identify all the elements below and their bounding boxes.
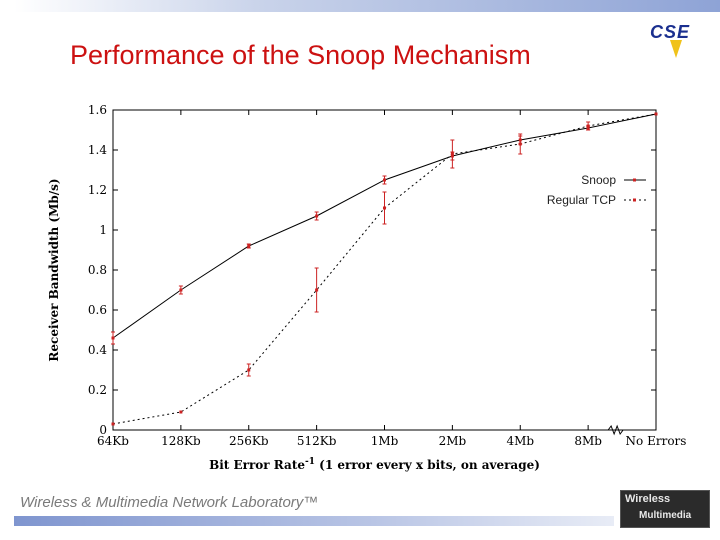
footer-lab-name: Wireless & Multimedia Network Laboratory… (20, 494, 319, 511)
legend-marker (633, 198, 636, 202)
chart: 0 0.2 0.4 0.6 0.8 1 1.2 1.4 1.6 64Kb 128Kb 256Kb 512… (47, 103, 687, 472)
data-point (383, 206, 386, 210)
series-line-regular-tcp (112, 113, 657, 425)
data-point (450, 152, 454, 156)
cse-logo-text: CSE (650, 22, 691, 42)
slide-title: Performance of the Snoop Mechanism (70, 40, 531, 70)
x-tick-label: 4Mb (506, 434, 534, 448)
x-axis-label: Bit Error Rate-1 (1 error every x bits, … (209, 457, 540, 472)
data-point (247, 244, 251, 248)
x-tick-label: 64Kb (97, 434, 129, 448)
data-point (383, 178, 386, 182)
plot-frame (112, 109, 657, 431)
x-tick-label: 1Mb (371, 434, 399, 448)
y-tick-label: 1 (99, 223, 107, 237)
legend-label: Regular TCP (547, 193, 616, 207)
data-point (518, 142, 522, 146)
wireless-multimedia-logo: Wireless Multimedia (620, 490, 710, 528)
axis-break-icon (607, 424, 624, 436)
data-point (586, 124, 590, 128)
footer-decor-bar (14, 516, 614, 526)
lightning-icon (670, 40, 682, 58)
y-tick-label: 1.6 (88, 103, 107, 117)
data-point (179, 410, 183, 414)
y-axis-label: Receiver Bandwidth (Mb/s) (47, 178, 61, 361)
data-point (654, 112, 658, 116)
data-point (247, 368, 251, 372)
y-tick-label: 0.2 (88, 383, 107, 397)
x-tick-label: 256Kb (229, 434, 269, 448)
y-tick-label: 0 (99, 423, 107, 437)
logo-line-1: Wireless (625, 493, 671, 505)
x-tick-label: 128Kb (161, 434, 201, 448)
series-line-snoop (112, 113, 657, 339)
data-point (315, 288, 319, 292)
top-decor-bar (14, 0, 720, 12)
chart-svg: 0 0.2 0.4 0.6 0.8 1 1.2 1.4 1.6 64Kb 128Kb 256Kb 512… (47, 103, 687, 472)
logo-line-2: Multimedia (639, 510, 692, 521)
x-tick-label: No Errors (626, 434, 687, 448)
y-tick-label: 1.4 (88, 143, 107, 157)
cse-logo: CSE (648, 22, 708, 64)
x-tick-label: 2Mb (439, 434, 467, 448)
y-tick-label: 0.4 (88, 343, 107, 357)
legend-label: Snoop (581, 173, 616, 187)
y-tick-label: 1.2 (88, 183, 107, 197)
data-point (179, 288, 183, 292)
data-point (111, 422, 115, 426)
data-point (111, 336, 115, 340)
data-point (315, 214, 319, 218)
x-tick-label: 512Kb (297, 434, 337, 448)
y-tick-label: 0.8 (88, 263, 107, 277)
x-tick-label: 8Mb (574, 434, 602, 448)
legend-marker (633, 178, 636, 182)
y-tick-label: 0.6 (88, 303, 107, 317)
